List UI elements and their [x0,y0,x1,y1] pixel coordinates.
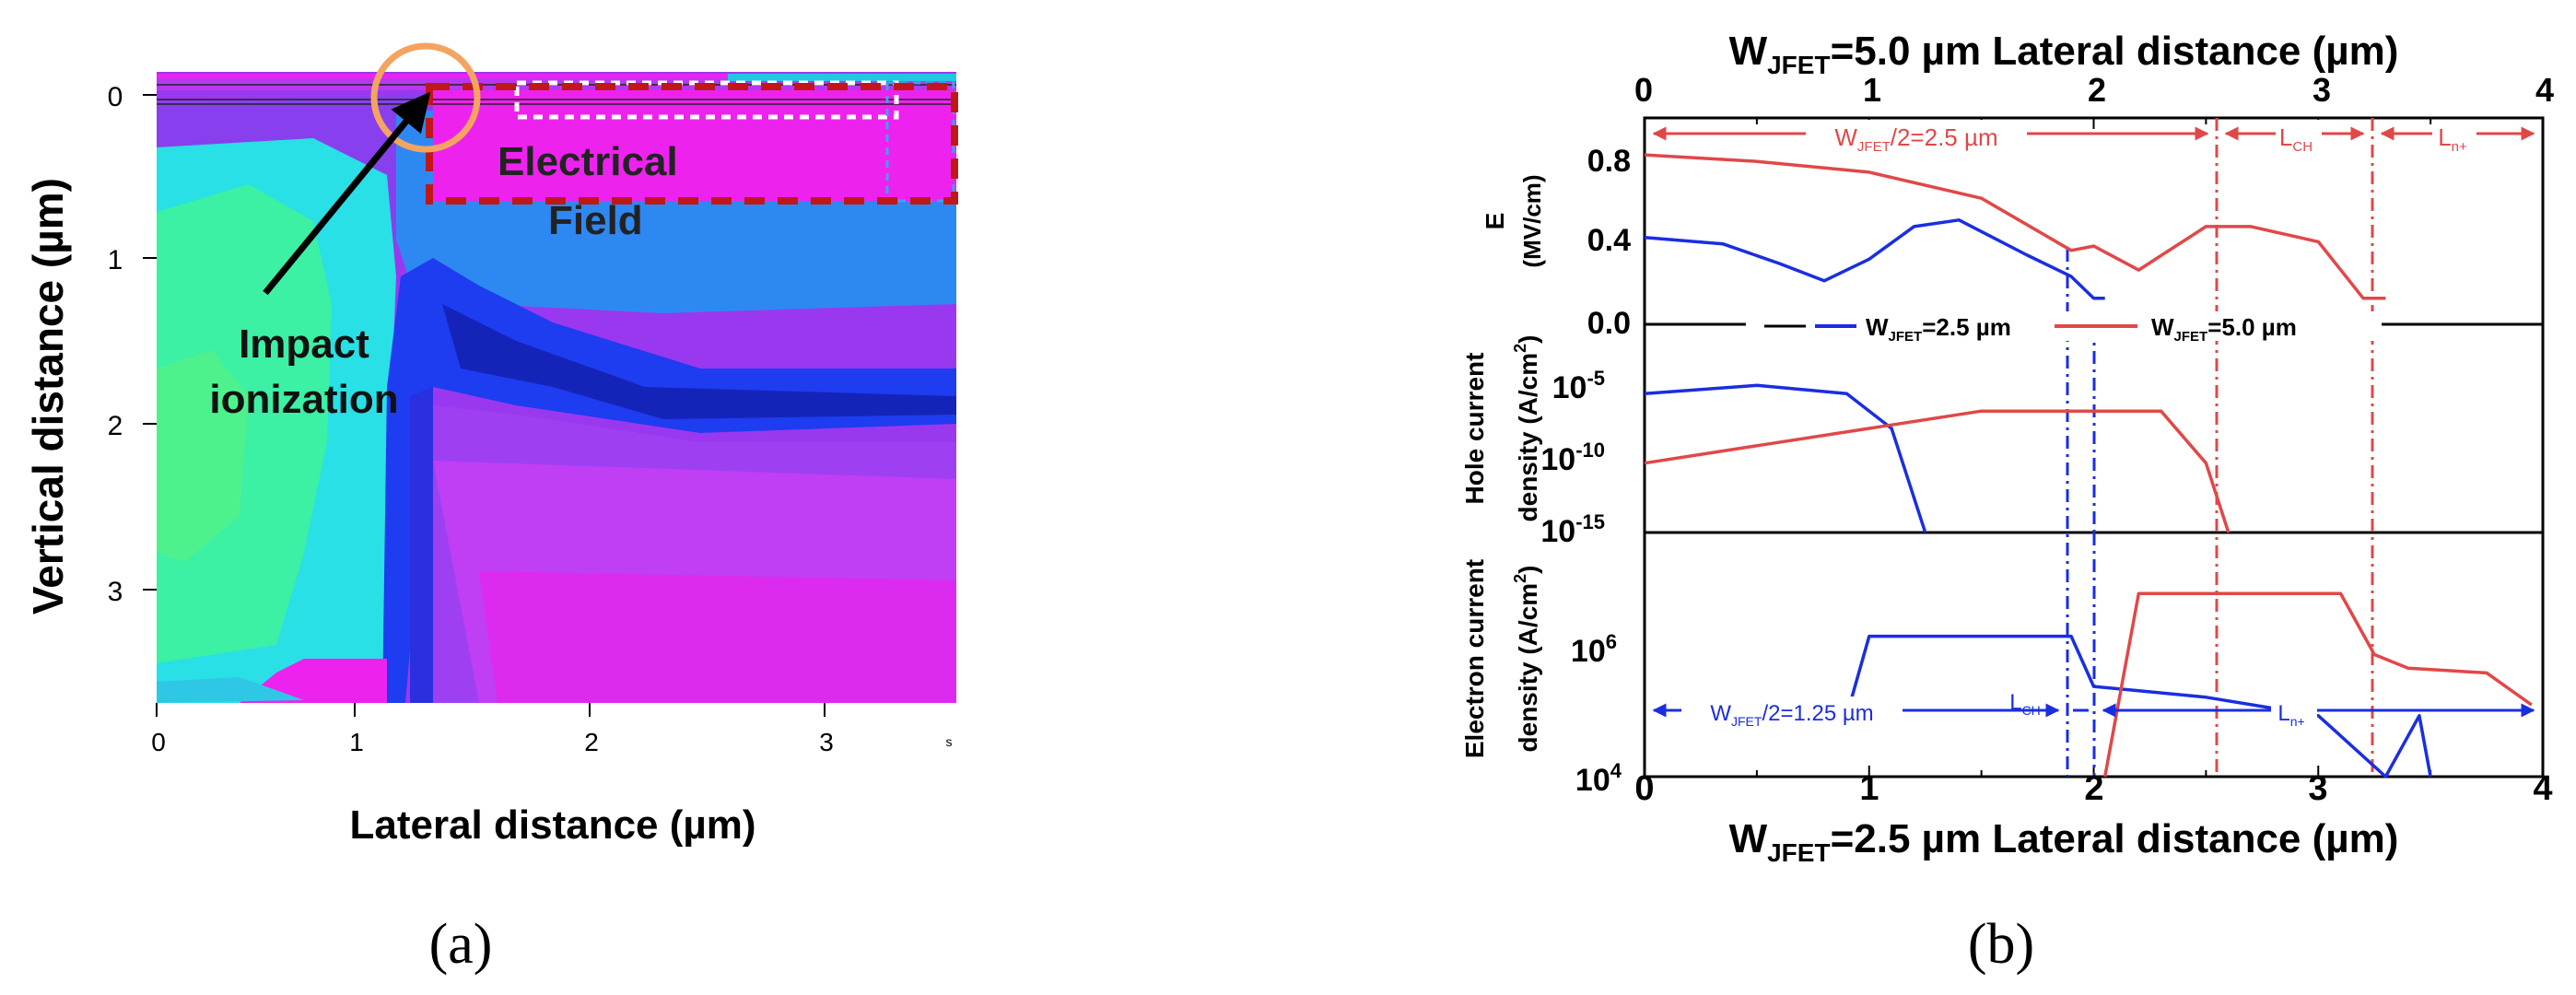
top-axis-title: WJFET=5.0 µm Lateral distance (µm) [1729,29,2399,79]
contour-top-line [157,74,728,78]
hole-tick-1e-15: 10-15 [1540,510,1605,549]
red-ann-ln-bg [2432,120,2476,151]
panel-b: WJFET=5.0 µm Lateral distance (µm) 0 1 2… [1460,29,2554,976]
series-group [1644,153,2533,778]
x-tick-2: 2 [584,728,599,756]
contour-blue-edge [410,387,433,703]
series-e-wjfet-2-5 [1644,218,2105,300]
bottom-axis-title: WJFET=2.5 µm Lateral distance (µm) [1729,816,2399,867]
red-ann-w-label: WJFET/2=2.5 µm [1834,123,1997,155]
red-ann-lch-bg [2276,120,2322,151]
x-tick-0: 0 [151,728,166,756]
y-tick-3: 3 [108,577,123,607]
top-x-tick-1: 1 [1863,71,1881,109]
bottom-x-tick-4: 4 [2533,769,2552,808]
contour-light-green [157,350,249,562]
legend-blue-label: WJFET=2.5 µm [1866,313,2011,345]
bottom-x-ticks: 0 1 2 3 4 [1634,769,2552,808]
blue-ann-w-bg [1681,696,1903,726]
elec-label-line1: Electron current [1460,559,1489,758]
e-tick-0.4: 0.4 [1587,223,1631,258]
contour-dark-band [442,304,956,419]
y-tick-2: 2 [108,411,123,441]
impact-arrow [263,91,431,296]
top-x-tick-4: 4 [2535,71,2554,109]
caption-a: (a) [429,913,493,976]
bottom-x-tick-3: 3 [2308,769,2327,808]
red-ann-ln-label: Ln+ [2438,123,2467,155]
panel-a-y-ticks: 0 1 2 3 [108,82,157,607]
panel-a: Electrical Field Impact ionization 0 1 2… [24,42,958,976]
panel-a-x-ticks: 0 1 2 3 s [151,703,953,756]
contour-surface-magenta [433,88,956,201]
bottom-x-tick-1: 1 [1859,769,1879,808]
series-hole-current-density-wjfet-2-5 [1644,383,1927,533]
arrow-label-ionization: ionization [209,377,398,422]
e-unit: (MV/cm) [1518,174,1546,267]
panel-a-ylabel: Vertical distance (µm) [24,178,72,615]
red-ann-w-bg [1806,120,2027,151]
series-hole-current-density-wjfet-5-0 [1644,409,2231,533]
legend-red-label: WJFET=5.0 µm [2151,313,2297,345]
box-label-electrical: Electrical [498,139,678,184]
y-tick-0: 0 [108,82,123,112]
series-electron-current-density-wjfet-2-5 [1844,634,2432,778]
elec-tick-1e4: 104 [1575,759,1622,798]
red-ann-lch-label: LCH [2279,123,2313,155]
x-tick-s: s [946,734,953,749]
blue-dashed-box [885,81,955,203]
x-tick-3: 3 [819,728,834,756]
contour-bottom-cyan [157,677,304,703]
e-label: E [1481,213,1509,230]
impact-ionization-circle [370,42,481,153]
e-tick-0.0: 0.0 [1587,306,1631,341]
top-x-tick-3: 3 [2313,71,2331,109]
y-tick-1: 1 [108,245,123,275]
hole-label-line1: Hole current [1460,353,1489,505]
hole-tick-1e-5: 10-5 [1552,367,1605,405]
e-tick-0.8: 0.8 [1587,144,1631,179]
top-x-tick-0: 0 [1634,71,1653,109]
series-e-wjfet-5-0 [1644,153,2386,300]
blue-ann-ln-label: Ln+ [2277,701,2304,729]
elec-tick-1e6: 106 [1571,630,1617,669]
series-electron-current-density-wjfet-5-0 [2102,591,2533,778]
bottom-x-tick-0: 0 [1634,769,1654,808]
hole-label-line2: density (A/cm2) [1511,335,1542,522]
elec-label-line2: density (A/cm2) [1511,566,1542,753]
blue-ann-ln-bg [2271,696,2317,726]
top-x-ticks: 0 1 2 3 4 [1634,71,2554,109]
hole-tick-1e-10: 10-10 [1540,439,1605,477]
box-label-field: Field [548,198,643,243]
arrow-label-impact: Impact [239,322,369,367]
caption-b: (b) [1968,913,2034,976]
electrical-field-box [426,83,958,205]
blue-ann-lch-text: LCH [2009,690,2041,718]
bottom-x-tick-2: 2 [2084,769,2103,808]
contour-top-cyan [728,74,956,81]
top-x-tick-2: 2 [2088,71,2106,109]
x-tick-1: 1 [349,728,364,756]
contour-magenta-low [479,571,956,703]
panel-a-xlabel: Lateral distance (µm) [349,802,755,848]
blue-ann-w-label: WJFET/2=1.25 µm [1710,701,1873,729]
